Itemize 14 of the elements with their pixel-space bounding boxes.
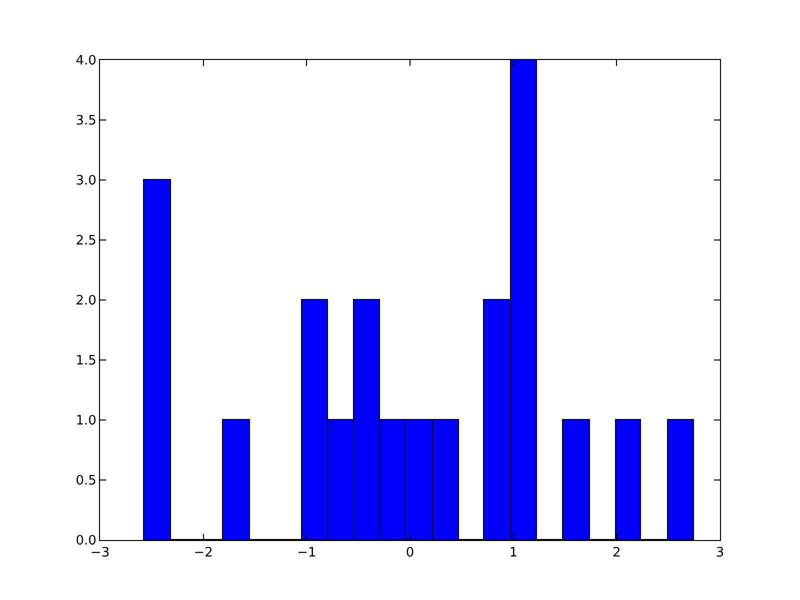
y-tick-label: 1.0 bbox=[76, 414, 96, 429]
x-tick-label: −1 bbox=[297, 546, 316, 561]
y-tick-label: 0.5 bbox=[76, 474, 96, 489]
x-tick-label: 0 bbox=[406, 546, 414, 561]
x-tick-label: −2 bbox=[194, 546, 213, 561]
y-tick-label: 2.5 bbox=[76, 234, 96, 249]
y-tick-label: 1.5 bbox=[76, 354, 96, 369]
y-tick-label: 2.0 bbox=[76, 294, 96, 309]
x-tick-label: 3 bbox=[716, 546, 724, 561]
y-tick-label: 4.0 bbox=[76, 54, 96, 69]
x-tick-label: 2 bbox=[612, 546, 621, 561]
x-tick-label: 1 bbox=[509, 546, 518, 561]
y-tick-label: 3.5 bbox=[76, 114, 96, 129]
y-tick-label: 3.0 bbox=[76, 174, 96, 189]
